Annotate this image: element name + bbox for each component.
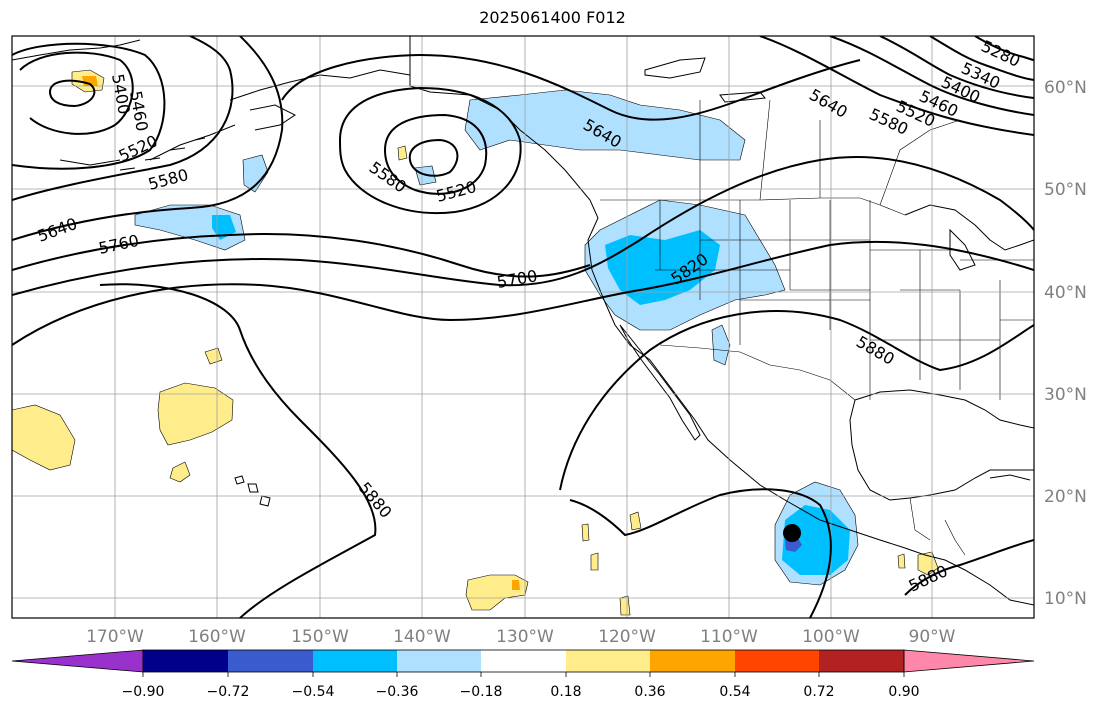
shaded-region-small-yellow-4 bbox=[581, 523, 590, 542]
colorbar-segment bbox=[143, 650, 228, 672]
coastline-siberia bbox=[12, 39, 141, 166]
map-title: 2025061400 F012 bbox=[479, 8, 626, 27]
contour-low-ak-2 bbox=[383, 113, 488, 195]
shaded-region-baja bbox=[711, 324, 731, 366]
border-us-canada bbox=[600, 197, 906, 216]
colorbar-ticks bbox=[142, 672, 905, 677]
colorbar-segment bbox=[313, 650, 397, 672]
contour-low-west-inner bbox=[48, 79, 96, 108]
lon-label: 160°W bbox=[188, 627, 246, 647]
colorbar-segment bbox=[481, 650, 566, 672]
coastline-aleutians bbox=[119, 137, 206, 171]
shaded-region-small-yellow-3 bbox=[629, 511, 642, 531]
colorbar-extend-left bbox=[11, 649, 144, 673]
contour-low-ak-3 bbox=[338, 86, 522, 214]
contour-low-west-3 bbox=[12, 42, 166, 170]
contour-5820 bbox=[12, 240, 1034, 346]
lat-label: 10°N bbox=[1044, 589, 1087, 609]
colorbar-segment bbox=[819, 650, 904, 672]
coastline-great-lakes bbox=[904, 204, 1034, 271]
longitude-labels: 170°W 160°W 150°W 140°W 130°W 120°W 110°… bbox=[86, 627, 956, 647]
colorbar-tick-label: 0.90 bbox=[888, 684, 919, 700]
lat-label: 40°N bbox=[1044, 283, 1087, 303]
colorbar-segment bbox=[735, 650, 819, 672]
contour-ne-5 bbox=[974, 36, 1034, 61]
colorbar-segment bbox=[397, 650, 481, 672]
contour-5880-mexico bbox=[569, 488, 832, 618]
coastline-hawaii bbox=[234, 475, 271, 507]
colorbar-outline bbox=[142, 649, 905, 673]
shaded-region-pacific-1-core bbox=[212, 215, 236, 240]
shaded-region-west-us-core bbox=[605, 230, 720, 305]
storm-center-marker bbox=[783, 524, 801, 542]
shaded-region-small-yellow-6 bbox=[619, 595, 631, 616]
lon-label: 140°W bbox=[393, 627, 451, 647]
shaded-region-pacific-2 bbox=[242, 154, 269, 193]
coastline-north-america-west bbox=[409, 36, 1034, 606]
colorbar-tick-label: 0.72 bbox=[803, 684, 834, 700]
lon-label: 170°W bbox=[86, 627, 144, 647]
border-central-america bbox=[909, 497, 966, 556]
shaded-region-small-yellow-5 bbox=[590, 552, 599, 571]
lat-label: 60°N bbox=[1044, 78, 1087, 98]
colorbar-tick-label: 0.36 bbox=[634, 684, 665, 700]
lon-label: 100°W bbox=[802, 627, 860, 647]
lat-label: 20°N bbox=[1044, 487, 1087, 507]
colorbar-tick-label: 0.54 bbox=[719, 684, 750, 700]
height-contours bbox=[12, 36, 1034, 618]
contour-low-west-2 bbox=[19, 51, 134, 135]
lon-label: 120°W bbox=[598, 627, 656, 647]
contour-5880-south bbox=[904, 539, 1034, 596]
border-canada-provinces bbox=[699, 99, 961, 206]
shaded-region-small-yellow-2 bbox=[204, 347, 223, 365]
shaded-region-hawaii-north bbox=[157, 382, 234, 446]
coastline-cuba bbox=[989, 474, 1031, 481]
contour-ne-2 bbox=[829, 36, 1034, 116]
contour-5880-east bbox=[559, 310, 1034, 491]
colorbar-tick-label: 0.18 bbox=[550, 684, 581, 700]
lat-label: 50°N bbox=[1044, 180, 1087, 200]
colorbar-segment bbox=[650, 650, 735, 672]
shaded-region-far-west bbox=[12, 404, 76, 471]
lon-label: 110°W bbox=[700, 627, 758, 647]
colorbar-segment bbox=[566, 650, 650, 672]
contour-ne-4 bbox=[929, 36, 1034, 81]
contour-5880-pacific bbox=[99, 283, 377, 618]
contour-5760-west bbox=[12, 233, 591, 278]
contour-low-ak-inner bbox=[408, 138, 459, 177]
border-us-mexico bbox=[659, 344, 856, 401]
shaded-region-central-america bbox=[917, 551, 939, 576]
colorbar-tick-label: −0.90 bbox=[122, 684, 165, 700]
contour-5700 bbox=[12, 155, 1034, 296]
contour-5580-west bbox=[12, 36, 234, 201]
lon-label: 90°W bbox=[909, 627, 956, 647]
coastline-hudson bbox=[644, 57, 766, 103]
shaded-region-small-yellow-7 bbox=[897, 553, 906, 569]
colorbar-tick-label: −0.72 bbox=[207, 684, 250, 700]
shaded-region-mexico-core bbox=[782, 505, 850, 575]
contour-ne-1 bbox=[759, 36, 1034, 136]
colorbar-tick-label: −0.18 bbox=[460, 684, 503, 700]
lon-label: 150°W bbox=[291, 627, 349, 647]
colorbar-segment bbox=[228, 650, 313, 672]
contour-5640-ak bbox=[281, 53, 861, 121]
latitude-labels: 60°N 50°N 40°N 30°N 20°N 10°N bbox=[1044, 78, 1087, 609]
colorbar-extend-right bbox=[903, 649, 1035, 673]
map-frame bbox=[11, 35, 1035, 619]
colorbar: −0.90 −0.72 −0.54 −0.36 −0.18 0.18 0.36 … bbox=[11, 649, 1035, 700]
contour-ne-3 bbox=[879, 36, 1034, 99]
lat-label: 30°N bbox=[1044, 385, 1087, 405]
graticule bbox=[12, 36, 1034, 618]
colorbar-tick-label: −0.36 bbox=[376, 684, 419, 700]
lon-label: 130°W bbox=[496, 627, 554, 647]
contour-5640-west bbox=[12, 36, 284, 241]
colorbar-tick-label: −0.54 bbox=[292, 684, 335, 700]
shaded-region-south-pacific-orange bbox=[512, 580, 520, 590]
shaded-region-small-yellow-1 bbox=[169, 461, 191, 483]
shaded-region-bc-yellow bbox=[397, 145, 408, 161]
